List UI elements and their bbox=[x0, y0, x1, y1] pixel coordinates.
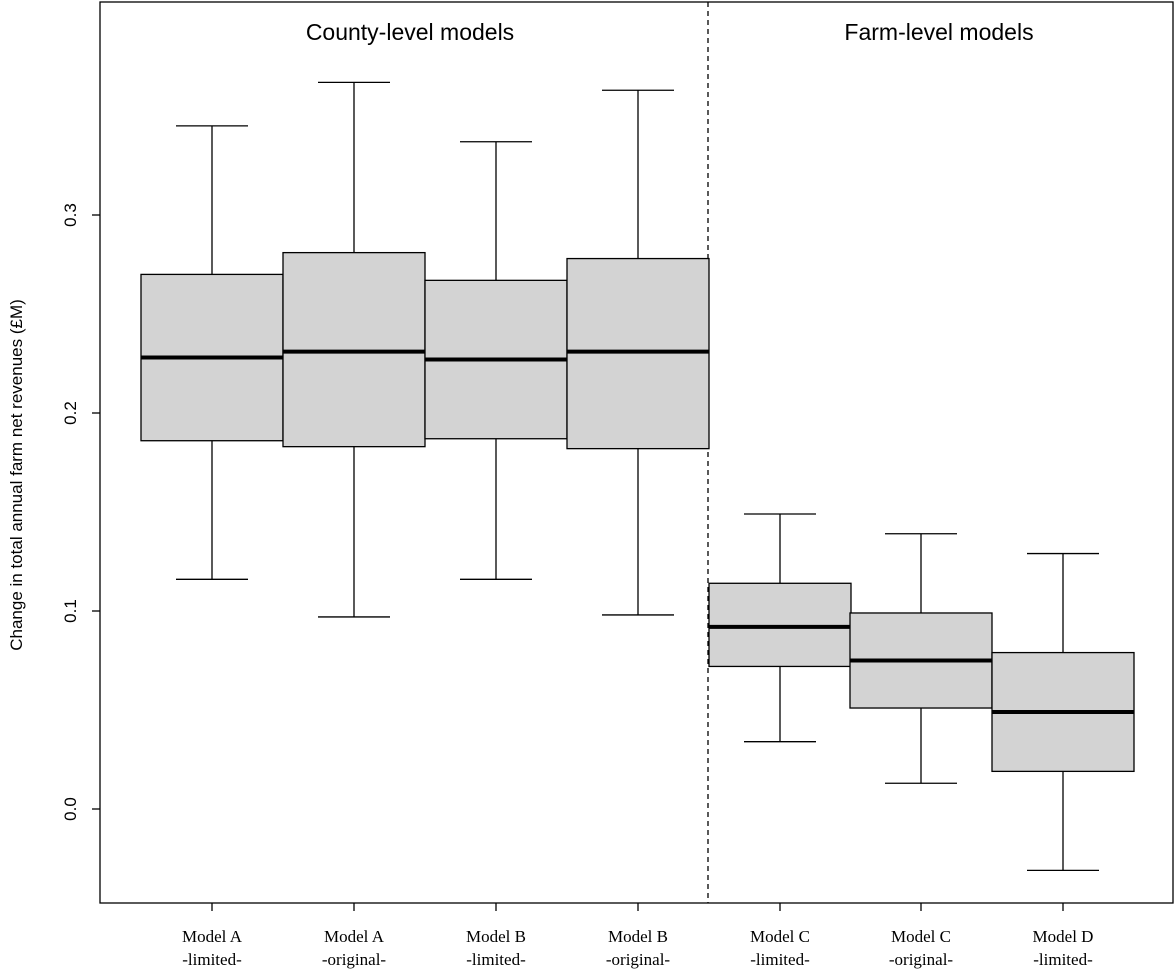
x-label-variant: -original- bbox=[606, 950, 671, 969]
x-label-variant: -original- bbox=[322, 950, 387, 969]
x-label-model: Model B bbox=[466, 927, 526, 946]
box-4 bbox=[566, 89, 710, 616]
y-axis: 0.0 0.1 0.2 0.3 bbox=[61, 203, 100, 821]
x-axis-labels: Model A -limited- Model A -original- Model B… bbox=[182, 903, 1093, 969]
plot-frame bbox=[99, 1, 1174, 904]
box-7 bbox=[991, 552, 1135, 872]
x-label-variant: -limited- bbox=[182, 950, 242, 969]
y-tick-label: 0.3 bbox=[61, 203, 80, 227]
x-label-model: Model C bbox=[750, 927, 810, 946]
y-tick-label: 0.1 bbox=[61, 599, 80, 623]
box-1 bbox=[140, 125, 284, 580]
x-label-model: Model B bbox=[608, 927, 668, 946]
box-3 bbox=[424, 141, 568, 580]
panel-title-farm: Farm-level models bbox=[844, 19, 1033, 45]
box-6 bbox=[849, 533, 993, 784]
panel-title-county: County-level models bbox=[306, 19, 514, 45]
x-label-variant: -original- bbox=[889, 950, 954, 969]
y-axis-label: Change in total annual farm net revenues… bbox=[7, 299, 26, 651]
x-label-model: Model D bbox=[1033, 927, 1094, 946]
x-label-model: Model A bbox=[182, 927, 243, 946]
y-tick-label: 0.0 bbox=[61, 797, 80, 821]
x-label-model: Model A bbox=[324, 927, 385, 946]
y-tick-label: 0.2 bbox=[61, 401, 80, 425]
x-label-variant: -limited- bbox=[1033, 950, 1093, 969]
box-2 bbox=[282, 81, 426, 618]
x-label-variant: -limited- bbox=[466, 950, 526, 969]
boxes-group bbox=[140, 81, 1135, 872]
x-label-variant: -limited- bbox=[750, 950, 810, 969]
box-5 bbox=[708, 513, 852, 743]
x-label-model: Model C bbox=[891, 927, 951, 946]
